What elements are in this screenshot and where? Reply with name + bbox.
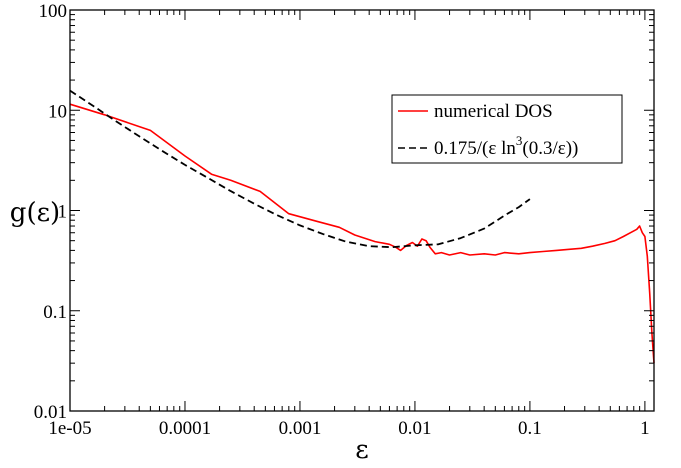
legend-label-fit: 0.175/(ε ln3(0.3/ε)) (434, 133, 578, 159)
plot-marks (69, 89, 655, 364)
x-tick-label-0-0001: 0.0001 (159, 418, 211, 439)
legend-fit-tail: (0.3/ε)) (522, 138, 578, 159)
x-tick-label-1e-05: 1e-05 (48, 418, 91, 439)
axis-ticks: 1e-05 0.0001 0.001 0.01 0.1 1 0.01 0.1 1 10 100 (34, 1, 654, 439)
x-axis-label: ε (355, 435, 368, 465)
plot-frame (69, 9, 655, 412)
y-tick-label-0-1: 0.1 (43, 302, 67, 323)
series-line-fit (69, 89, 531, 249)
series-line-numerical-dos (69, 103, 655, 364)
y-tick-label-100: 100 (39, 1, 68, 22)
legend-box (391, 94, 623, 164)
x-tick-label-1: 1 (640, 418, 650, 439)
y-tick-label-1: 1 (58, 202, 68, 223)
y-tick-label-10: 10 (48, 101, 67, 122)
x-tick-label-0-01: 0.01 (398, 418, 431, 439)
y-tick-label-0-01: 0.01 (34, 402, 67, 423)
x-tick-label-0-001: 0.001 (279, 418, 322, 439)
y-axis-label: g(ε) (10, 198, 60, 228)
legend: numerical DOS 0.175/(ε ln3(0.3/ε)) (391, 94, 623, 164)
legend-fit-base: 0.175/(ε ln (434, 138, 516, 159)
legend-label-numerical-dos: numerical DOS (434, 101, 553, 122)
legend-fit-superscript: 3 (516, 133, 523, 148)
x-tick-label-0-1: 0.1 (518, 418, 542, 439)
